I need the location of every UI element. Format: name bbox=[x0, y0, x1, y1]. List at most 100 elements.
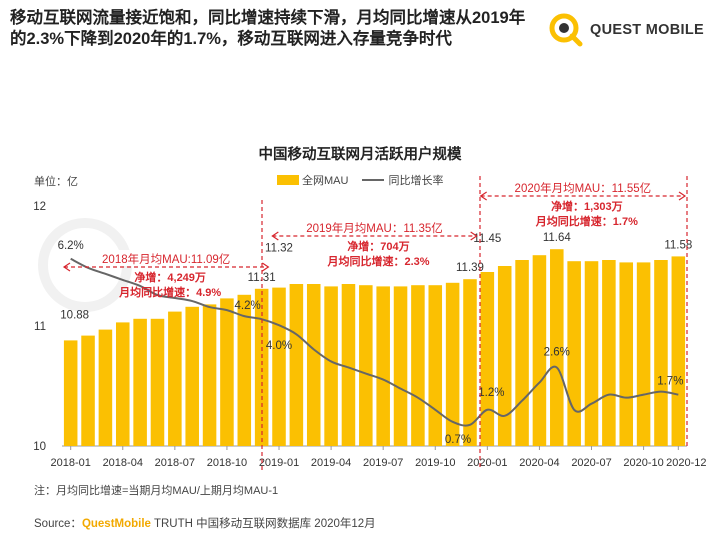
annotation-title: 2020年月均MAU：11.55亿 bbox=[515, 181, 652, 195]
rate-value-label: 0.7% bbox=[445, 434, 471, 446]
bar-value-label: 11.64 bbox=[543, 232, 572, 244]
x-tick-label: 2018-04 bbox=[103, 457, 143, 469]
mau-bar bbox=[324, 286, 338, 446]
x-tick-label: 2020-04 bbox=[519, 457, 559, 469]
annotation-title-bg bbox=[100, 250, 232, 266]
x-tick-label: 2020-12 bbox=[666, 457, 706, 469]
annotation-yoy-rate: 月均同比增速：1.7% bbox=[535, 214, 638, 228]
x-tick-label: 2019-04 bbox=[311, 457, 351, 469]
rate-value-label: 4.2% bbox=[235, 300, 261, 312]
annotation-arrow-right-icon bbox=[470, 231, 478, 241]
brand-logo: QUEST MOBILE bbox=[548, 12, 704, 48]
annotation-arrow-right-icon bbox=[678, 191, 687, 201]
annotation-title: 2018年月均MAU:11.09亿 bbox=[102, 252, 230, 266]
annotation-net-add: 净增：4,249万 bbox=[134, 270, 206, 284]
annotation-arrow-left-icon bbox=[479, 191, 487, 201]
source-text: TRUTH 中国移动互联网数据库 2020年12月 bbox=[150, 518, 376, 530]
legend-line-label: 同比增长率 bbox=[388, 175, 444, 187]
annotation-title: 2019年月均MAU：11.35亿 bbox=[306, 221, 443, 235]
bar-value-label: 11.58 bbox=[664, 239, 692, 251]
mau-bar bbox=[376, 286, 390, 446]
mau-bar bbox=[220, 298, 234, 446]
mau-bar bbox=[98, 329, 113, 446]
mau-bar bbox=[584, 261, 599, 446]
unit-label: 单位：亿 bbox=[34, 176, 78, 188]
rate-value-label: 4.0% bbox=[266, 340, 292, 352]
rate-value-label: 6.2% bbox=[58, 240, 84, 252]
annotation-net-add: 净增：704万 bbox=[347, 239, 409, 253]
mau-bar bbox=[550, 249, 564, 446]
rate-value-label: 2.6% bbox=[544, 346, 570, 358]
bar-value-label: 11.39 bbox=[456, 262, 484, 274]
mau-bar bbox=[532, 255, 547, 446]
mau-bar bbox=[671, 256, 686, 446]
x-tick-label: 2020-10 bbox=[623, 457, 663, 469]
annotation-title-bg bbox=[517, 179, 649, 195]
source-brand: QuestMobile bbox=[81, 518, 151, 530]
bar-value-label: 10.88 bbox=[60, 309, 89, 321]
mau-bar bbox=[480, 272, 495, 446]
legend: 全网MAU 同比增长率 bbox=[277, 172, 443, 188]
mau-bar bbox=[445, 282, 460, 446]
mau-bar bbox=[619, 262, 634, 446]
rate-value-label: 1.7% bbox=[657, 376, 683, 388]
brand-name: QUEST MOBILE bbox=[590, 22, 704, 38]
mau-bar bbox=[63, 340, 78, 446]
x-tick-label: 2020-07 bbox=[571, 457, 611, 469]
mau-bar bbox=[115, 322, 130, 446]
bar-value-label: 11.32 bbox=[265, 243, 293, 255]
mau-bar bbox=[202, 304, 217, 446]
source-prefix: Source： bbox=[34, 518, 82, 530]
legend-bar-swatch bbox=[277, 175, 299, 185]
y-tick-label: 12 bbox=[33, 201, 46, 213]
x-tick-label: 2018-07 bbox=[155, 457, 195, 469]
mau-bar bbox=[185, 306, 199, 446]
mau-bar bbox=[654, 260, 668, 446]
mau-bar bbox=[81, 335, 95, 446]
headline: 移动互联网流量接近饱和，同比增速持续下滑，月均同比增速从2019年的2.3%下降… bbox=[10, 9, 526, 48]
mau-bar bbox=[254, 288, 269, 446]
mau-bar bbox=[463, 279, 477, 446]
y-tick-label: 11 bbox=[34, 321, 46, 333]
annotation-arrow-left-icon bbox=[62, 262, 71, 272]
mau-bar bbox=[515, 260, 529, 446]
growth-rate-line bbox=[70, 257, 679, 427]
bar-value-label: 11.45 bbox=[473, 233, 501, 245]
mau-bar bbox=[133, 318, 147, 446]
legend-line-swatch bbox=[362, 179, 385, 181]
mau-bar bbox=[150, 318, 165, 446]
mau-bar bbox=[411, 285, 425, 446]
footnote: 注：月均同比增速=当期月均MAU/上期月均MAU-1 bbox=[34, 485, 279, 497]
x-tick-label: 2018-01 bbox=[50, 457, 90, 469]
x-tick-label: 2019-10 bbox=[415, 457, 455, 469]
rate-value-label: 1.2% bbox=[478, 387, 504, 399]
annotation-yoy-rate: 月均同比增速：2.3% bbox=[326, 254, 429, 268]
annotation-arrow-left-icon bbox=[271, 231, 279, 241]
x-tick-label: 2020-01 bbox=[467, 457, 507, 469]
annotation-title-bg bbox=[309, 219, 440, 235]
x-tick-label: 2018-10 bbox=[207, 457, 247, 469]
source-line: Source：QuestMobile TRUTH 中国移动互联网数据库 2020… bbox=[34, 515, 376, 531]
mau-bar bbox=[272, 287, 286, 446]
x-tick-label: 2019-07 bbox=[363, 457, 403, 469]
mau-bar bbox=[359, 285, 373, 446]
chart-title: 中国移动互联网月活跃用户规模 bbox=[258, 147, 462, 163]
mau-bar bbox=[289, 284, 304, 446]
annotation-yoy-rate: 月均同比增速：4.9% bbox=[118, 285, 221, 299]
mau-bar bbox=[341, 284, 356, 446]
y-tick-label: 10 bbox=[33, 441, 46, 453]
mau-bar bbox=[636, 262, 651, 446]
quest-mobile-logo-icon bbox=[549, 13, 583, 47]
mau-bar bbox=[567, 261, 581, 446]
annotation-arrow-right-icon bbox=[262, 262, 270, 272]
mau-bar bbox=[602, 260, 616, 446]
x-tick-label: 2019-01 bbox=[259, 457, 299, 469]
legend-bar-label: 全网MAU bbox=[302, 175, 349, 187]
mau-bar bbox=[428, 285, 443, 446]
mau-bar bbox=[393, 286, 408, 446]
mau-bar bbox=[168, 311, 182, 446]
mau-bar bbox=[306, 284, 321, 446]
mau-bar bbox=[497, 266, 512, 446]
mau-bar bbox=[237, 294, 252, 446]
